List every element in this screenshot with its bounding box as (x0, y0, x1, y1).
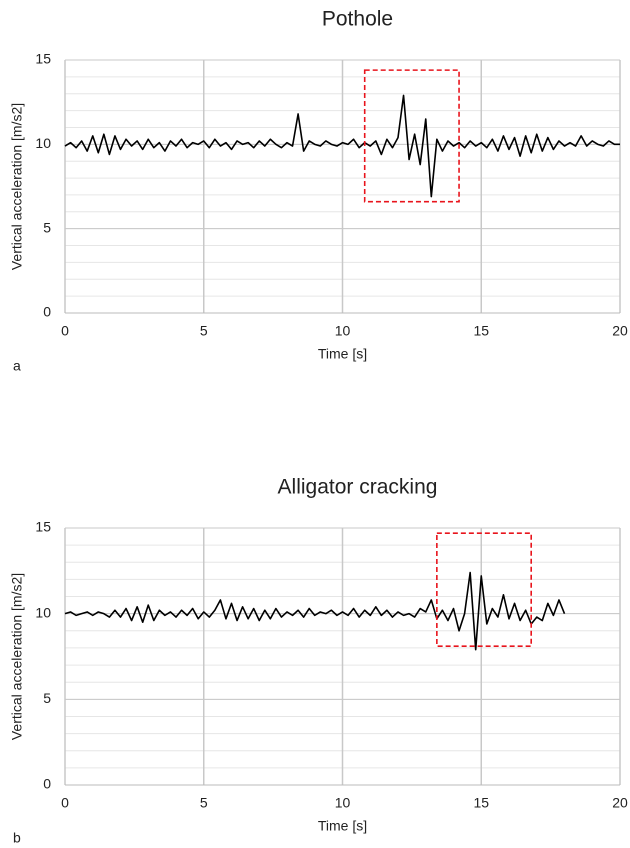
panel-label: b (13, 830, 21, 846)
highlight-box (363, 69, 460, 203)
x-tick-label: 10 (335, 795, 351, 811)
y-tick-label: 5 (43, 219, 51, 235)
chart-title: Alligator cracking (278, 476, 438, 499)
y-tick-label: 10 (35, 135, 51, 151)
x-tick-label: 15 (473, 795, 489, 811)
x-tick-label: 5 (200, 323, 208, 339)
x-tick-label: 0 (61, 795, 69, 811)
x-tick-label: 10 (335, 323, 351, 339)
x-tick-label: 15 (473, 323, 489, 339)
chart-title: Pothole (322, 8, 393, 31)
x-axis-label: Time [s] (318, 346, 367, 362)
x-tick-label: 0 (61, 323, 69, 339)
y-tick-label: 10 (35, 604, 51, 620)
x-tick-label: 20 (612, 795, 628, 811)
y-tick-label: 15 (35, 51, 51, 67)
y-tick-label: 0 (43, 304, 51, 320)
highlight-box (436, 532, 533, 648)
data-line (64, 571, 566, 651)
data-line (64, 94, 620, 198)
y-tick-label: 5 (43, 690, 51, 706)
panel-label: a (13, 358, 21, 374)
x-axis-label: Time [s] (318, 818, 367, 834)
x-tick-label: 5 (200, 795, 208, 811)
x-tick-label: 20 (612, 323, 628, 339)
y-axis-label: Vertical acceleration [m/s2] (9, 573, 25, 740)
y-axis-label: Vertical acceleration [m/s2] (9, 103, 25, 270)
y-tick-label: 0 (43, 776, 51, 792)
y-tick-label: 15 (35, 519, 51, 535)
